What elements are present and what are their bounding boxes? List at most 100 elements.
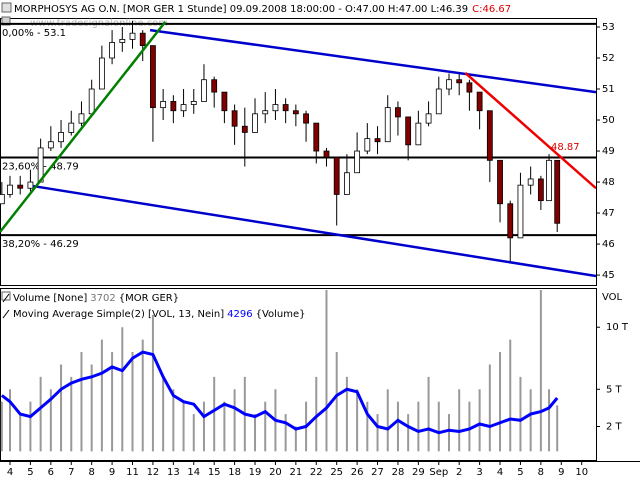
volume-panel-border: [0, 288, 597, 461]
candle-body: [374, 138, 381, 143]
trend-line: [0, 21, 167, 233]
candle-body: [282, 104, 289, 112]
y-tick-label: 45: [602, 270, 615, 281]
candle-body: [425, 113, 432, 124]
x-tick-label: 6: [48, 467, 54, 478]
candle-body: [7, 184, 13, 195]
x-tick-label: 21: [289, 467, 302, 478]
candle-body: [78, 113, 85, 124]
y-tick-label: 46: [602, 239, 615, 250]
candle-body: [221, 91, 228, 112]
x-tick-label: 22: [310, 467, 323, 478]
candle-body: [160, 101, 167, 109]
x-tick-label: 28: [392, 467, 405, 478]
x-tick-label: 8: [88, 467, 94, 478]
x-tick-label: 9: [109, 467, 115, 478]
panel-icon[interactable]: [1, 16, 11, 26]
annotation: 48.87: [551, 142, 580, 153]
candle-body: [27, 181, 34, 189]
price-panel-border: [0, 18, 597, 286]
x-tick-label: 10: [575, 467, 588, 478]
candle-body: [68, 122, 75, 133]
candle-body: [415, 122, 422, 146]
candle-body: [180, 104, 187, 112]
chart-title: MORPHOSYS AG O.N. [MOR GER 1 Stunde] 09.…: [14, 4, 468, 15]
legend-marker: [2, 309, 10, 319]
x-tick-label: 11: [126, 467, 139, 478]
y-tick-label: 10 T: [606, 322, 629, 333]
candle-body: [211, 79, 218, 93]
panel-icon[interactable]: [1, 291, 11, 301]
candle-body: [323, 150, 330, 158]
candle-body: [47, 141, 54, 149]
y-tick-label: 49: [602, 146, 615, 157]
x-tick-label: 7: [68, 467, 74, 478]
x-tick-label: 9: [558, 467, 564, 478]
candle-body: [190, 101, 197, 105]
trend-line: [32, 184, 596, 278]
candle-body: [58, 132, 64, 143]
candle-body: [364, 138, 371, 152]
candle-body: [554, 159, 561, 224]
candle-body: [201, 79, 207, 102]
x-tick-label: 4: [497, 467, 503, 478]
candle-body: [476, 91, 483, 112]
x-tick-label: Sep: [429, 467, 448, 478]
x-tick-label: 13: [167, 467, 180, 478]
level-label: 38,20% - 46.29: [2, 239, 79, 250]
candle-body: [170, 101, 177, 112]
x-tick-label: 19: [249, 467, 262, 478]
legend-value: 3702: [90, 293, 115, 304]
trend-line: [149, 28, 596, 94]
trend-line: [464, 71, 596, 190]
candle-body: [17, 184, 24, 189]
y-tick-label: 5 T: [606, 384, 623, 395]
y-tick-label: 48: [602, 177, 615, 188]
candle-body: [0, 194, 5, 205]
x-tick-label: 4: [7, 467, 13, 478]
candle-body: [129, 32, 136, 40]
menu-icon[interactable]: [1, 2, 12, 13]
candle-body: [119, 38, 126, 43]
candle-body: [517, 184, 524, 239]
x-tick-label: 5: [517, 467, 523, 478]
candle-body: [527, 178, 534, 186]
candle-body: [139, 32, 146, 46]
candle-body: [231, 110, 238, 127]
y-axis-label: VOL: [602, 292, 623, 303]
candle-body: [303, 113, 309, 124]
candle-body: [405, 116, 412, 146]
y-tick-label: 51: [602, 84, 615, 95]
candle-body: [262, 110, 269, 115]
candle-body: [98, 57, 105, 90]
candle-body: [435, 88, 442, 115]
x-tick-label: 15: [208, 467, 221, 478]
candle-body: [446, 79, 452, 90]
candle-body: [252, 113, 258, 133]
x-tick-label: 29: [412, 467, 425, 478]
candle-body: [354, 150, 361, 174]
candle-body: [395, 107, 401, 118]
candle-body: [88, 88, 95, 115]
candle-body: [344, 172, 350, 195]
candle-body: [313, 122, 320, 152]
legend-marker: [2, 293, 10, 303]
candle-body: [466, 82, 473, 93]
level-label: 0,00% - 53.1: [2, 28, 66, 39]
legend-source: {MOR GER}: [119, 293, 179, 304]
x-tick-label: 14: [187, 467, 200, 478]
y-tick-label: 52: [602, 53, 615, 64]
x-tick-label: 2: [456, 467, 462, 478]
chart-title-close: C:46.67: [472, 4, 511, 15]
x-tick-label: 3: [476, 467, 482, 478]
y-tick-label: 53: [602, 22, 615, 33]
candle-body: [292, 110, 299, 115]
y-tick-label: 2 T: [606, 421, 623, 432]
legend-source: {Volume}: [256, 309, 306, 320]
x-tick-label: 26: [351, 467, 364, 478]
x-tick-label: 12: [147, 467, 160, 478]
x-tick-label: 8: [538, 467, 544, 478]
legend-name: Moving Average Simple(2) [VOL, 13, Nein]: [13, 309, 224, 320]
